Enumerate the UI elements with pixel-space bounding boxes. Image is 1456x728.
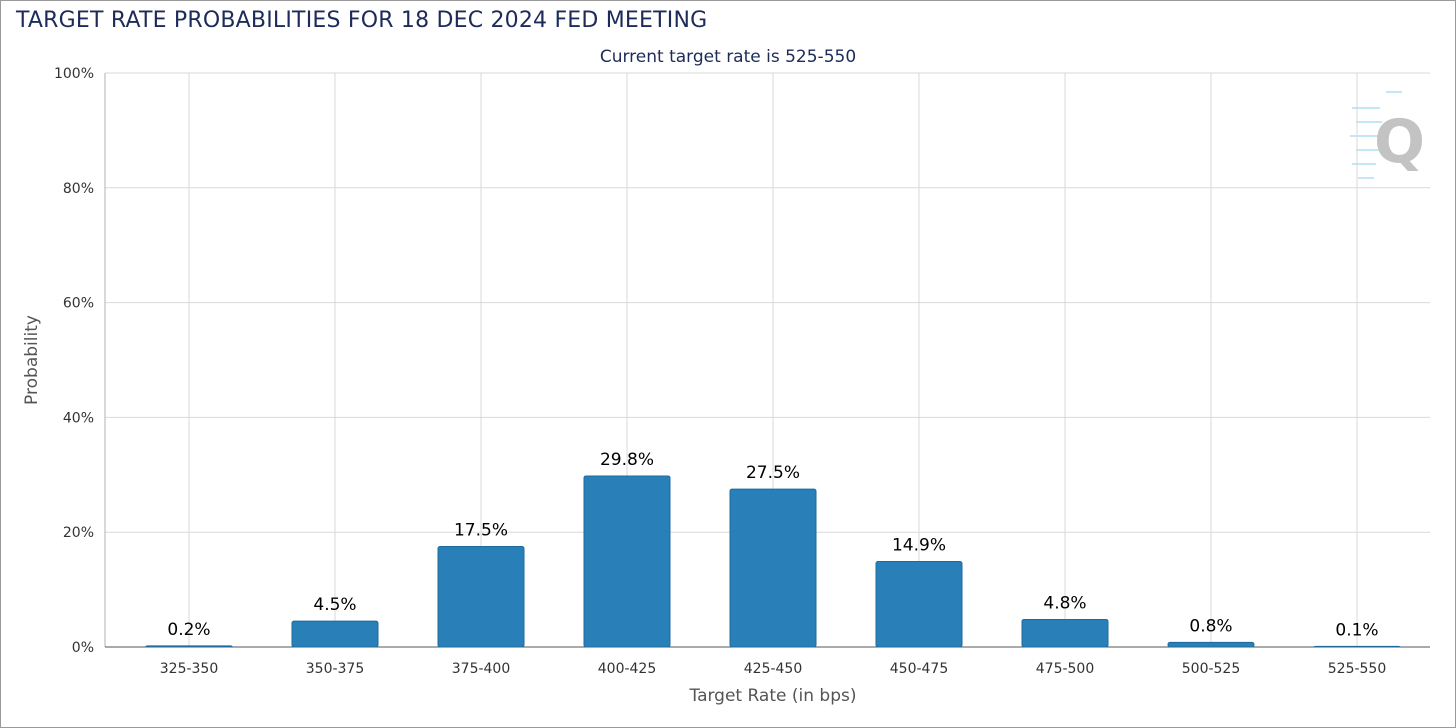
- data-label-525-550: 0.1%: [1335, 620, 1378, 640]
- svg-text:Q: Q: [1374, 107, 1425, 177]
- data-label-400-425: 29.8%: [600, 450, 654, 470]
- y-tick-label: 60%: [63, 296, 94, 312]
- y-tick-label: 20%: [63, 525, 94, 541]
- x-tick-label: 400-425: [598, 661, 657, 677]
- x-tick-label: 475-500: [1036, 661, 1095, 677]
- x-tick-label: 350-375: [306, 661, 365, 677]
- x-tick-label: 450-475: [890, 661, 949, 677]
- bar-475-500[interactable]: [1021, 618, 1109, 648]
- chart-title: TARGET RATE PROBABILITIES FOR 18 DEC 202…: [16, 8, 708, 33]
- data-label-350-375: 4.5%: [313, 595, 356, 615]
- bar-425-450[interactable]: [729, 488, 817, 648]
- y-axis-title: Probability: [22, 315, 42, 405]
- data-label-425-450: 27.5%: [746, 463, 800, 483]
- bar-400-425[interactable]: [583, 475, 671, 648]
- y-tick-label: 80%: [63, 181, 94, 197]
- x-tick-label: 325-350: [160, 661, 219, 677]
- bar-450-475[interactable]: [875, 560, 963, 648]
- y-tick-label: 100%: [54, 66, 94, 82]
- data-label-500-525: 0.8%: [1189, 616, 1232, 636]
- chart-subtitle: Current target rate is 525-550: [599, 47, 857, 67]
- x-tick-label: 375-400: [452, 661, 511, 677]
- bar-350-375[interactable]: [291, 620, 379, 648]
- y-tick-label: 40%: [63, 410, 94, 426]
- data-label-325-350: 0.2%: [167, 620, 210, 640]
- bar-375-400[interactable]: [437, 546, 525, 648]
- quikstrike-q-logo-icon: Q: [1350, 91, 1425, 179]
- x-tick-label: 525-550: [1328, 661, 1387, 677]
- x-tick-label: 500-525: [1182, 661, 1241, 677]
- y-tick-label: 0%: [72, 640, 94, 656]
- x-tick-label: 425-450: [744, 661, 803, 677]
- bar-325-350[interactable]: [145, 645, 233, 648]
- x-axis-title: Target Rate (in bps): [689, 686, 857, 706]
- bar-500-525[interactable]: [1167, 641, 1255, 648]
- data-label-375-400: 17.5%: [454, 521, 508, 541]
- data-label-475-500: 4.8%: [1043, 593, 1086, 613]
- bar-525-550[interactable]: [1313, 645, 1401, 648]
- data-label-450-475: 14.9%: [892, 535, 946, 555]
